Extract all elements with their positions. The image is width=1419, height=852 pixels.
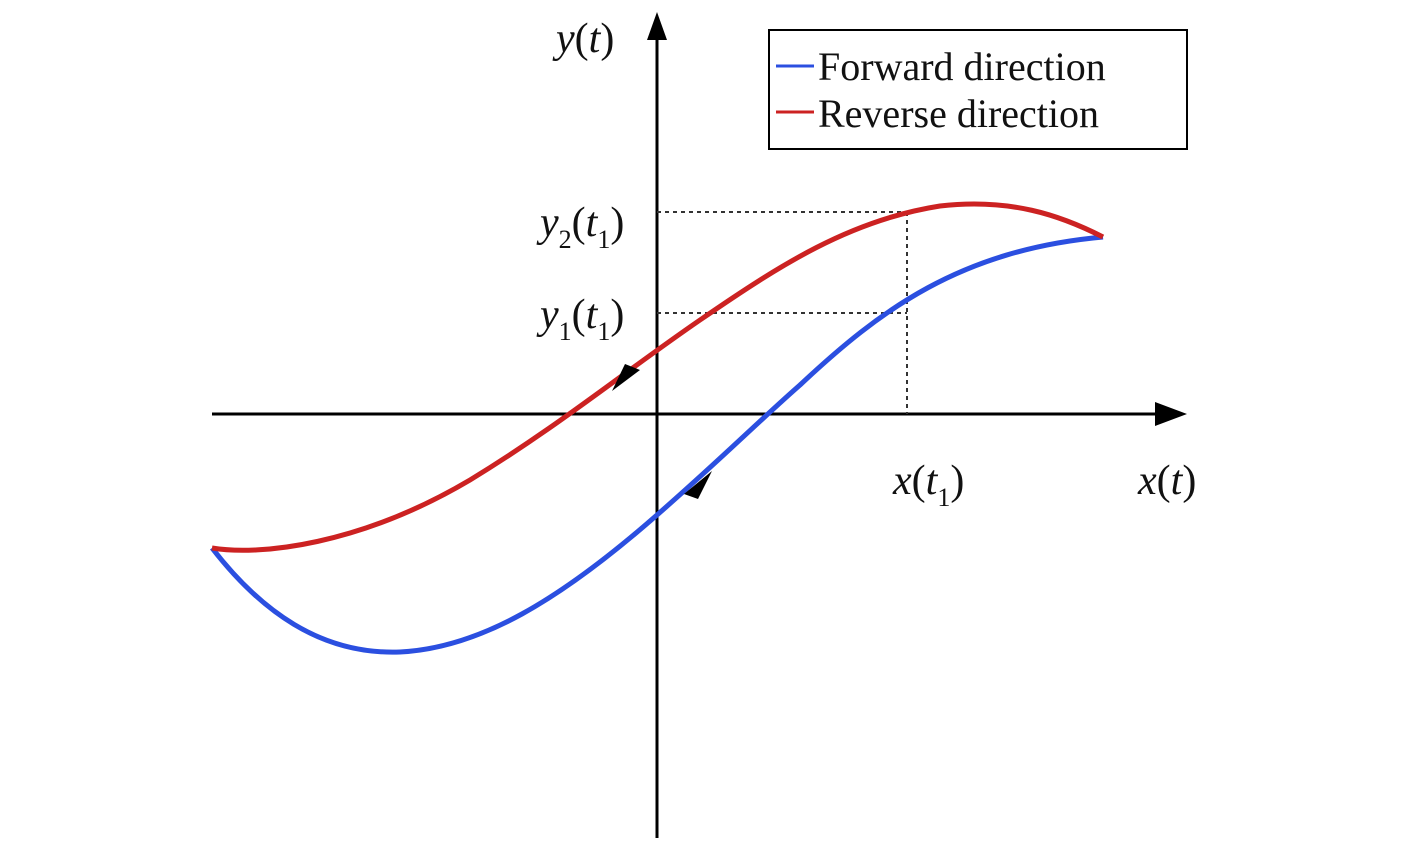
label-part: t bbox=[586, 292, 599, 338]
label-part: t bbox=[589, 16, 602, 62]
label-part: ) bbox=[950, 458, 964, 504]
reverse-arrow bbox=[612, 364, 640, 391]
label-part: ( bbox=[575, 16, 589, 62]
label-part: 1 bbox=[597, 317, 610, 346]
label-part: x bbox=[1137, 458, 1157, 504]
guide-lines bbox=[657, 211, 908, 414]
reverse-curve bbox=[211, 201, 1105, 553]
label-part: y bbox=[536, 292, 559, 338]
y-axis-label: y(t) bbox=[552, 16, 614, 62]
y2-t1-label: y2(t1) bbox=[536, 200, 624, 254]
label-part: y bbox=[536, 200, 559, 246]
label-part: y bbox=[552, 16, 575, 62]
label-part: 1 bbox=[937, 483, 950, 512]
label-part: ) bbox=[600, 16, 614, 62]
label-part: t bbox=[586, 200, 599, 246]
label-part: t bbox=[926, 458, 939, 504]
forward-curve bbox=[210, 234, 1104, 655]
label-part: ( bbox=[572, 292, 586, 338]
legend: Forward direction Reverse direction bbox=[768, 29, 1188, 150]
label-part: ) bbox=[1182, 458, 1196, 504]
label-part: t bbox=[1171, 458, 1184, 504]
label-part: ) bbox=[610, 292, 624, 338]
forward-arrow bbox=[684, 471, 712, 499]
legend-box bbox=[768, 29, 1188, 150]
x-axis-arrow bbox=[1155, 402, 1187, 426]
label-part: x bbox=[892, 458, 912, 504]
label-part: 2 bbox=[559, 225, 572, 254]
label-part: 1 bbox=[597, 225, 610, 254]
legend-label: Reverse direction bbox=[818, 91, 1099, 136]
label-part: ) bbox=[610, 200, 624, 246]
label-part: 1 bbox=[559, 317, 572, 346]
y1-t1-label: y1(t1) bbox=[536, 292, 624, 346]
legend-label: Forward direction bbox=[818, 44, 1106, 89]
label-part: ( bbox=[912, 458, 926, 504]
label-part: ( bbox=[572, 200, 586, 246]
label-part: ( bbox=[1157, 458, 1171, 504]
x-t1-label: x(t1) bbox=[892, 458, 964, 512]
y-axis-arrow bbox=[647, 12, 667, 40]
x-axis-label: x(t) bbox=[1137, 458, 1196, 504]
